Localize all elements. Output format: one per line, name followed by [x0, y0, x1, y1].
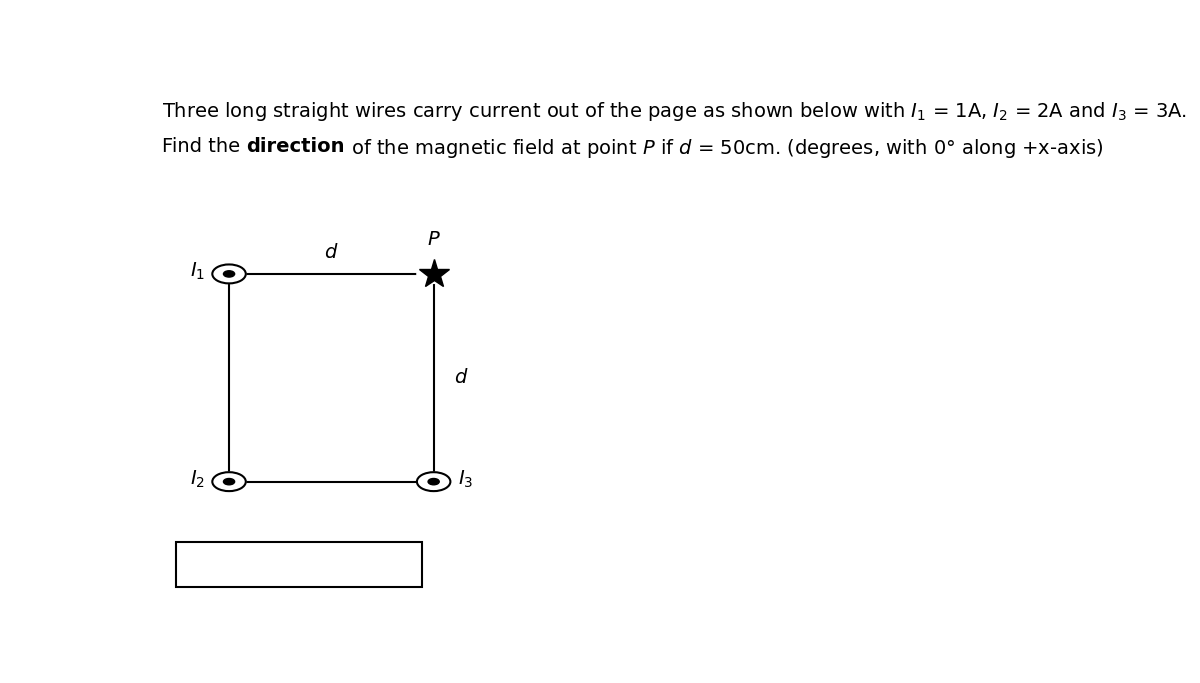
Text: $I_2$: $I_2$: [190, 469, 205, 490]
Circle shape: [212, 472, 246, 491]
Text: Find the: Find the: [162, 137, 246, 156]
Text: Three long straight wires carry current out of the page as shown below with $I_1: Three long straight wires carry current …: [162, 100, 1187, 124]
Text: direction: direction: [246, 137, 344, 156]
Circle shape: [212, 264, 246, 283]
Circle shape: [428, 479, 439, 485]
Bar: [176, 542, 422, 587]
Circle shape: [223, 270, 235, 277]
Text: $P$: $P$: [427, 229, 440, 249]
Circle shape: [416, 472, 450, 491]
Text: $d$: $d$: [454, 368, 468, 387]
Text: $d$: $d$: [324, 243, 338, 262]
Text: of the magnetic field at point $P$ if $d$ = 50cm. (degrees, with 0° along +x-axi: of the magnetic field at point $P$ if $d…: [344, 137, 1104, 161]
Circle shape: [416, 264, 450, 283]
Text: $I_1$: $I_1$: [190, 261, 205, 282]
Circle shape: [223, 479, 235, 485]
Text: $I_3$: $I_3$: [458, 469, 473, 490]
